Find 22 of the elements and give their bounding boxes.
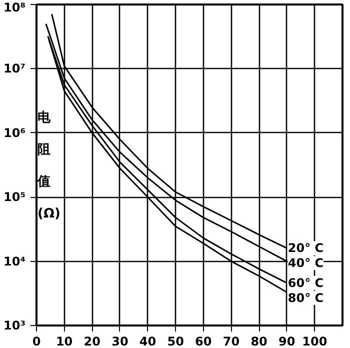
x-tick-label: 60	[195, 334, 212, 348]
y-tick-label: 10⁶	[4, 126, 26, 140]
series-label: 40° C	[288, 256, 324, 270]
x-tick-label: 90	[278, 334, 296, 348]
series-label: 80° C	[288, 290, 324, 305]
y-tick-label: 10⁷	[4, 62, 26, 76]
y-tick-label: 10⁵	[4, 190, 26, 204]
y-tick-label: 10³	[4, 318, 26, 332]
series-label: 20° C	[288, 241, 324, 256]
x-tick-label: 30	[112, 334, 128, 348]
x-tick-label: 40	[139, 334, 156, 348]
y-tick-label: 10⁸	[4, 0, 26, 14]
text: 电阻值(Ω)	[38, 110, 60, 222]
y-tick-label: 10⁴	[4, 254, 26, 268]
x-tick-label: 50	[167, 334, 184, 348]
x-tick-label: 100	[302, 334, 328, 348]
series-label: 60° C	[288, 276, 324, 290]
x-tick-label: 70	[222, 334, 240, 348]
x-tick-label: 80	[250, 334, 268, 348]
x-tick-label: 20	[84, 334, 100, 348]
x-tick-label: 10	[56, 334, 73, 348]
x-tick-label: 0	[32, 334, 41, 348]
